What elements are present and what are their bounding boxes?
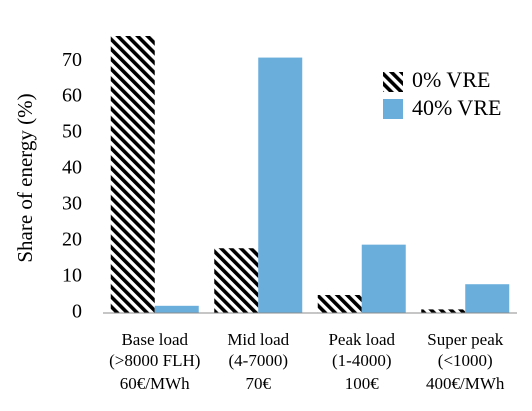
x-category-label: 100€ [345,374,380,393]
bar-40pct-vre-4 [465,284,510,313]
x-category-label: 70€ [246,374,272,393]
y-axis-title: Share of energy (%) [13,93,37,262]
legend-swatch-0pct-vre [383,72,403,92]
y-axis-ticks: 0 10 20 30 40 50 60 70 [62,49,82,323]
y-tick-label: 70 [62,49,82,71]
x-category-label: 400€/MWh [426,374,505,393]
bar-40pct-vre-3 [361,244,406,313]
x-category-label: (1-4000) [332,351,391,370]
bar-0pct-vre-1 [110,36,155,313]
legend: 0% VRE 40% VRE [383,67,501,120]
bar-0pct-vre-2 [214,248,259,313]
bars-group [110,36,510,314]
bar-40pct-vre-2 [258,57,303,314]
x-category-label: 60€/MWh [120,374,190,393]
x-category-label: Super peak [427,330,504,349]
legend-swatch-40pct-vre [383,99,403,119]
x-axis-categories: Base load (>8000 FLH) 60€/MWh Mid load (4-70… [109,330,505,393]
y-tick-label: 10 [62,265,82,287]
bar-0pct-vre-4 [421,309,466,313]
y-tick-label: 50 [62,121,82,143]
y-tick-label: 30 [62,193,82,215]
x-category-label: Peak load [328,330,395,349]
x-category-label: (>8000 FLH) [109,351,200,370]
y-tick-label: 0 [72,301,82,323]
y-tick-label: 40 [62,157,82,179]
y-tick-label: 60 [62,85,82,107]
legend-label-0pct-vre: 0% VRE [412,67,490,92]
y-tick-label: 20 [62,229,82,251]
legend-label-40pct-vre: 40% VRE [412,95,501,120]
x-category-label: Mid load [227,330,289,349]
bar-0pct-vre-3 [317,295,362,313]
x-category-label: Base load [121,330,188,349]
x-category-label: (<1000) [438,351,493,370]
bar-40pct-vre-1 [154,305,199,313]
x-category-label: (4-7000) [229,351,288,370]
